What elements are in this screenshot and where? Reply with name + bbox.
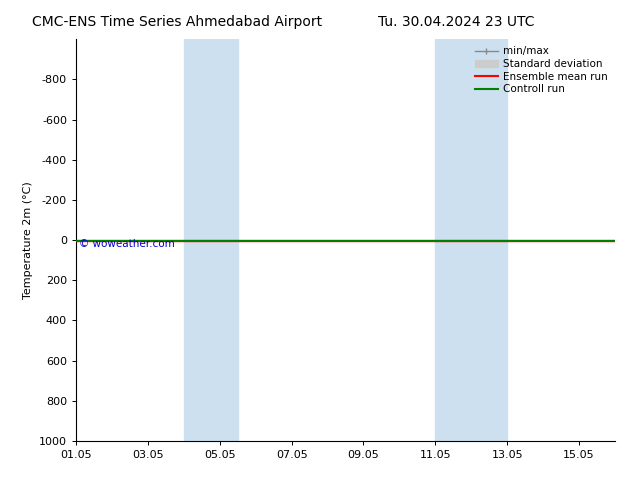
Y-axis label: Temperature 2m (°C): Temperature 2m (°C) bbox=[23, 181, 34, 299]
Text: Tu. 30.04.2024 23 UTC: Tu. 30.04.2024 23 UTC bbox=[378, 15, 534, 29]
Bar bbox=[184, 39, 238, 441]
Text: © woweather.com: © woweather.com bbox=[79, 239, 174, 249]
Text: CMC-ENS Time Series Ahmedabad Airport: CMC-ENS Time Series Ahmedabad Airport bbox=[32, 15, 323, 29]
Legend: min/max, Standard deviation, Ensemble mean run, Controll run: min/max, Standard deviation, Ensemble me… bbox=[473, 45, 610, 97]
Bar bbox=[436, 39, 507, 441]
